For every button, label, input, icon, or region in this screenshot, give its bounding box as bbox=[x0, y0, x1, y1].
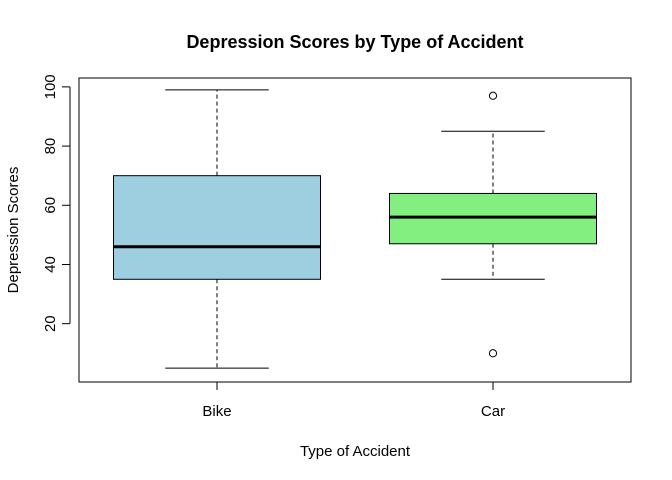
iqr-box bbox=[113, 175, 321, 280]
y-tick-label: 40 bbox=[42, 256, 59, 273]
chart-title: Depression Scores by Type of Accident bbox=[186, 32, 523, 52]
outlier-point bbox=[488, 91, 498, 100]
box-bike bbox=[113, 89, 321, 369]
y-tick-label: 60 bbox=[42, 197, 59, 214]
box-car bbox=[389, 91, 597, 358]
x-tick-label: Car bbox=[481, 403, 505, 420]
boxes-layer bbox=[113, 89, 597, 369]
x-tick-label: Bike bbox=[202, 403, 231, 420]
y-tick-label: 20 bbox=[42, 315, 59, 332]
y-axis: 20 40 60 80 100 bbox=[42, 74, 71, 332]
x-axis-label: Type of Accident bbox=[300, 443, 411, 460]
y-tick-label: 80 bbox=[42, 138, 59, 155]
outlier-point bbox=[488, 349, 498, 358]
y-tick-label: 100 bbox=[42, 74, 59, 99]
y-axis-label: Depression Scores bbox=[5, 167, 22, 294]
x-axis: Bike Car bbox=[202, 381, 505, 420]
